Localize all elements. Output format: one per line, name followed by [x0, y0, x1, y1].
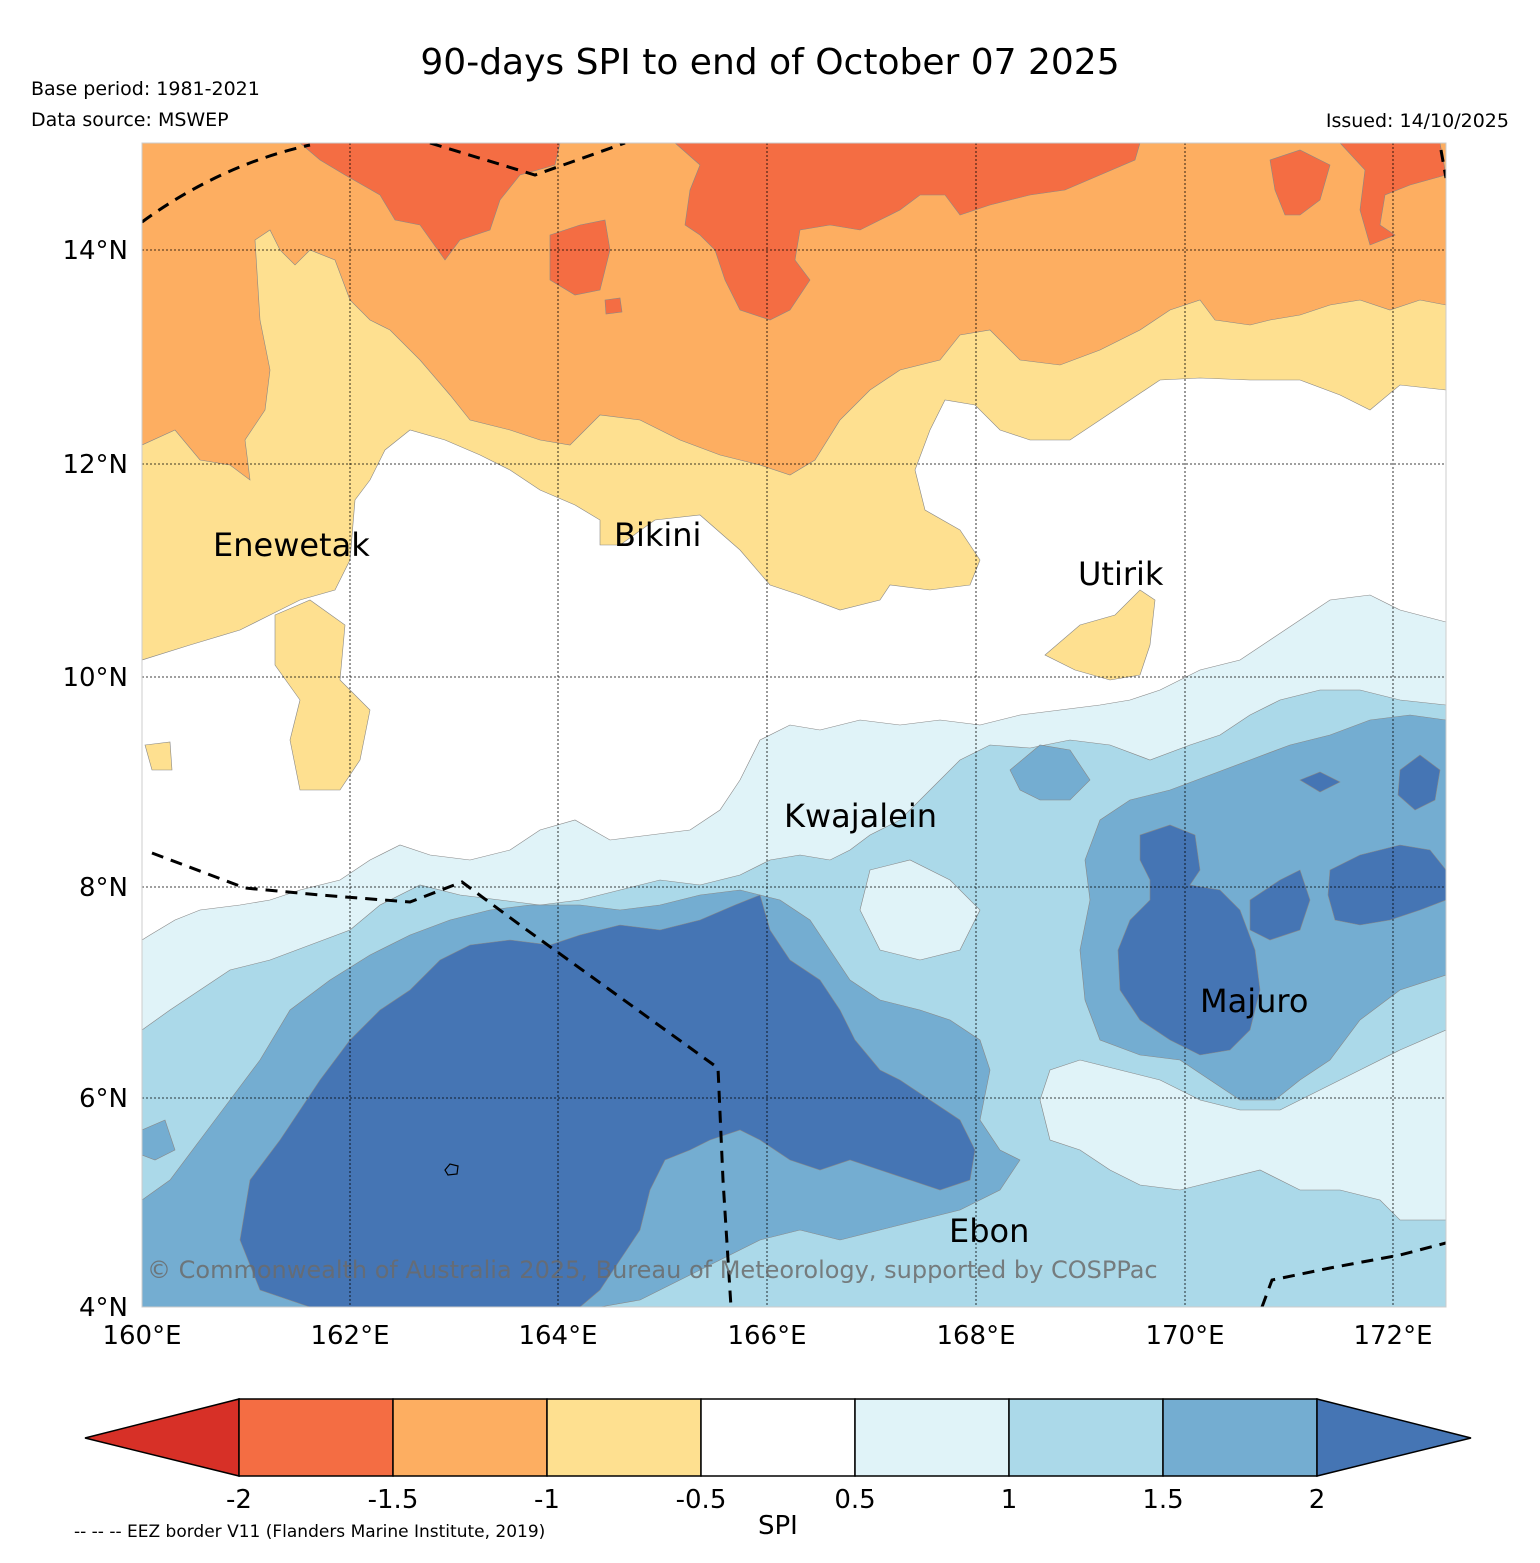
- lon-tick: 170°E: [1145, 1321, 1224, 1351]
- map-title: 90-days SPI to end of October 07 2025: [420, 42, 1120, 83]
- lat-tick: 14°N: [62, 236, 128, 266]
- lat-tick: 4°N: [79, 1293, 128, 1323]
- region-wet-high: [142, 1119, 176, 1161]
- lat-tick: 8°N: [79, 873, 128, 903]
- issued-date: Issued: 14/10/2025: [1325, 110, 1509, 132]
- region-dry-severe: [549, 219, 611, 296]
- place-ebon: Ebon: [949, 1212, 1029, 1250]
- region-dry-mild: [1044, 589, 1156, 681]
- region-wet-mild: [859, 859, 981, 961]
- place-majuro: Majuro: [1200, 982, 1308, 1020]
- region-wet-high: [1009, 744, 1091, 801]
- place-utirik: Utirik: [1078, 555, 1164, 593]
- region-wet-extreme: [1249, 869, 1311, 941]
- region-wet-extreme: [1327, 844, 1446, 926]
- lat-tick: 10°N: [62, 663, 128, 693]
- lon-tick: 166°E: [727, 1321, 806, 1351]
- lon-tick: 172°E: [1353, 1321, 1432, 1351]
- colorbar-label: SPI: [758, 1511, 798, 1541]
- data-source: Data source: MSWEP: [31, 109, 229, 131]
- eez-border-note: -- -- -- EEZ border V11 (Flanders Marine…: [74, 1522, 546, 1542]
- island-outline: [444, 1163, 459, 1176]
- lon-tick: 168°E: [936, 1321, 1015, 1351]
- region-wet-extreme: [239, 894, 976, 1307]
- region-dry-severe: [604, 297, 623, 315]
- region-wet-extreme: [1397, 754, 1441, 811]
- region-wet-extreme: [1299, 771, 1341, 793]
- place-enewetak: Enewetak: [213, 526, 370, 564]
- graticule: [142, 143, 1446, 1307]
- region-dry-mild: [144, 741, 173, 771]
- base-period: Base period: 1981-2021: [31, 78, 260, 100]
- region-dry-severe: [299, 143, 561, 261]
- region-dry-severe: [1339, 143, 1446, 246]
- place-kwajalein: Kwajalein: [784, 797, 937, 835]
- eez-border: [142, 143, 1446, 1307]
- region-wet-extreme: [1117, 824, 1261, 1056]
- map-plot-area: [142, 143, 1446, 1307]
- lon-tick: 164°E: [518, 1321, 597, 1351]
- lon-tick: 162°E: [310, 1321, 389, 1351]
- copyright-watermark: © Commonwealth of Australia 2025, Bureau…: [147, 1256, 1158, 1284]
- lat-tick: 12°N: [62, 450, 128, 480]
- region-dry-severe: [1269, 149, 1331, 216]
- lat-tick: 6°N: [79, 1084, 128, 1114]
- region-dry-severe: [674, 143, 1141, 321]
- lon-tick: 160°E: [102, 1321, 181, 1351]
- map-frame: [141, 142, 1447, 1308]
- place-bikini: Bikini: [614, 516, 701, 554]
